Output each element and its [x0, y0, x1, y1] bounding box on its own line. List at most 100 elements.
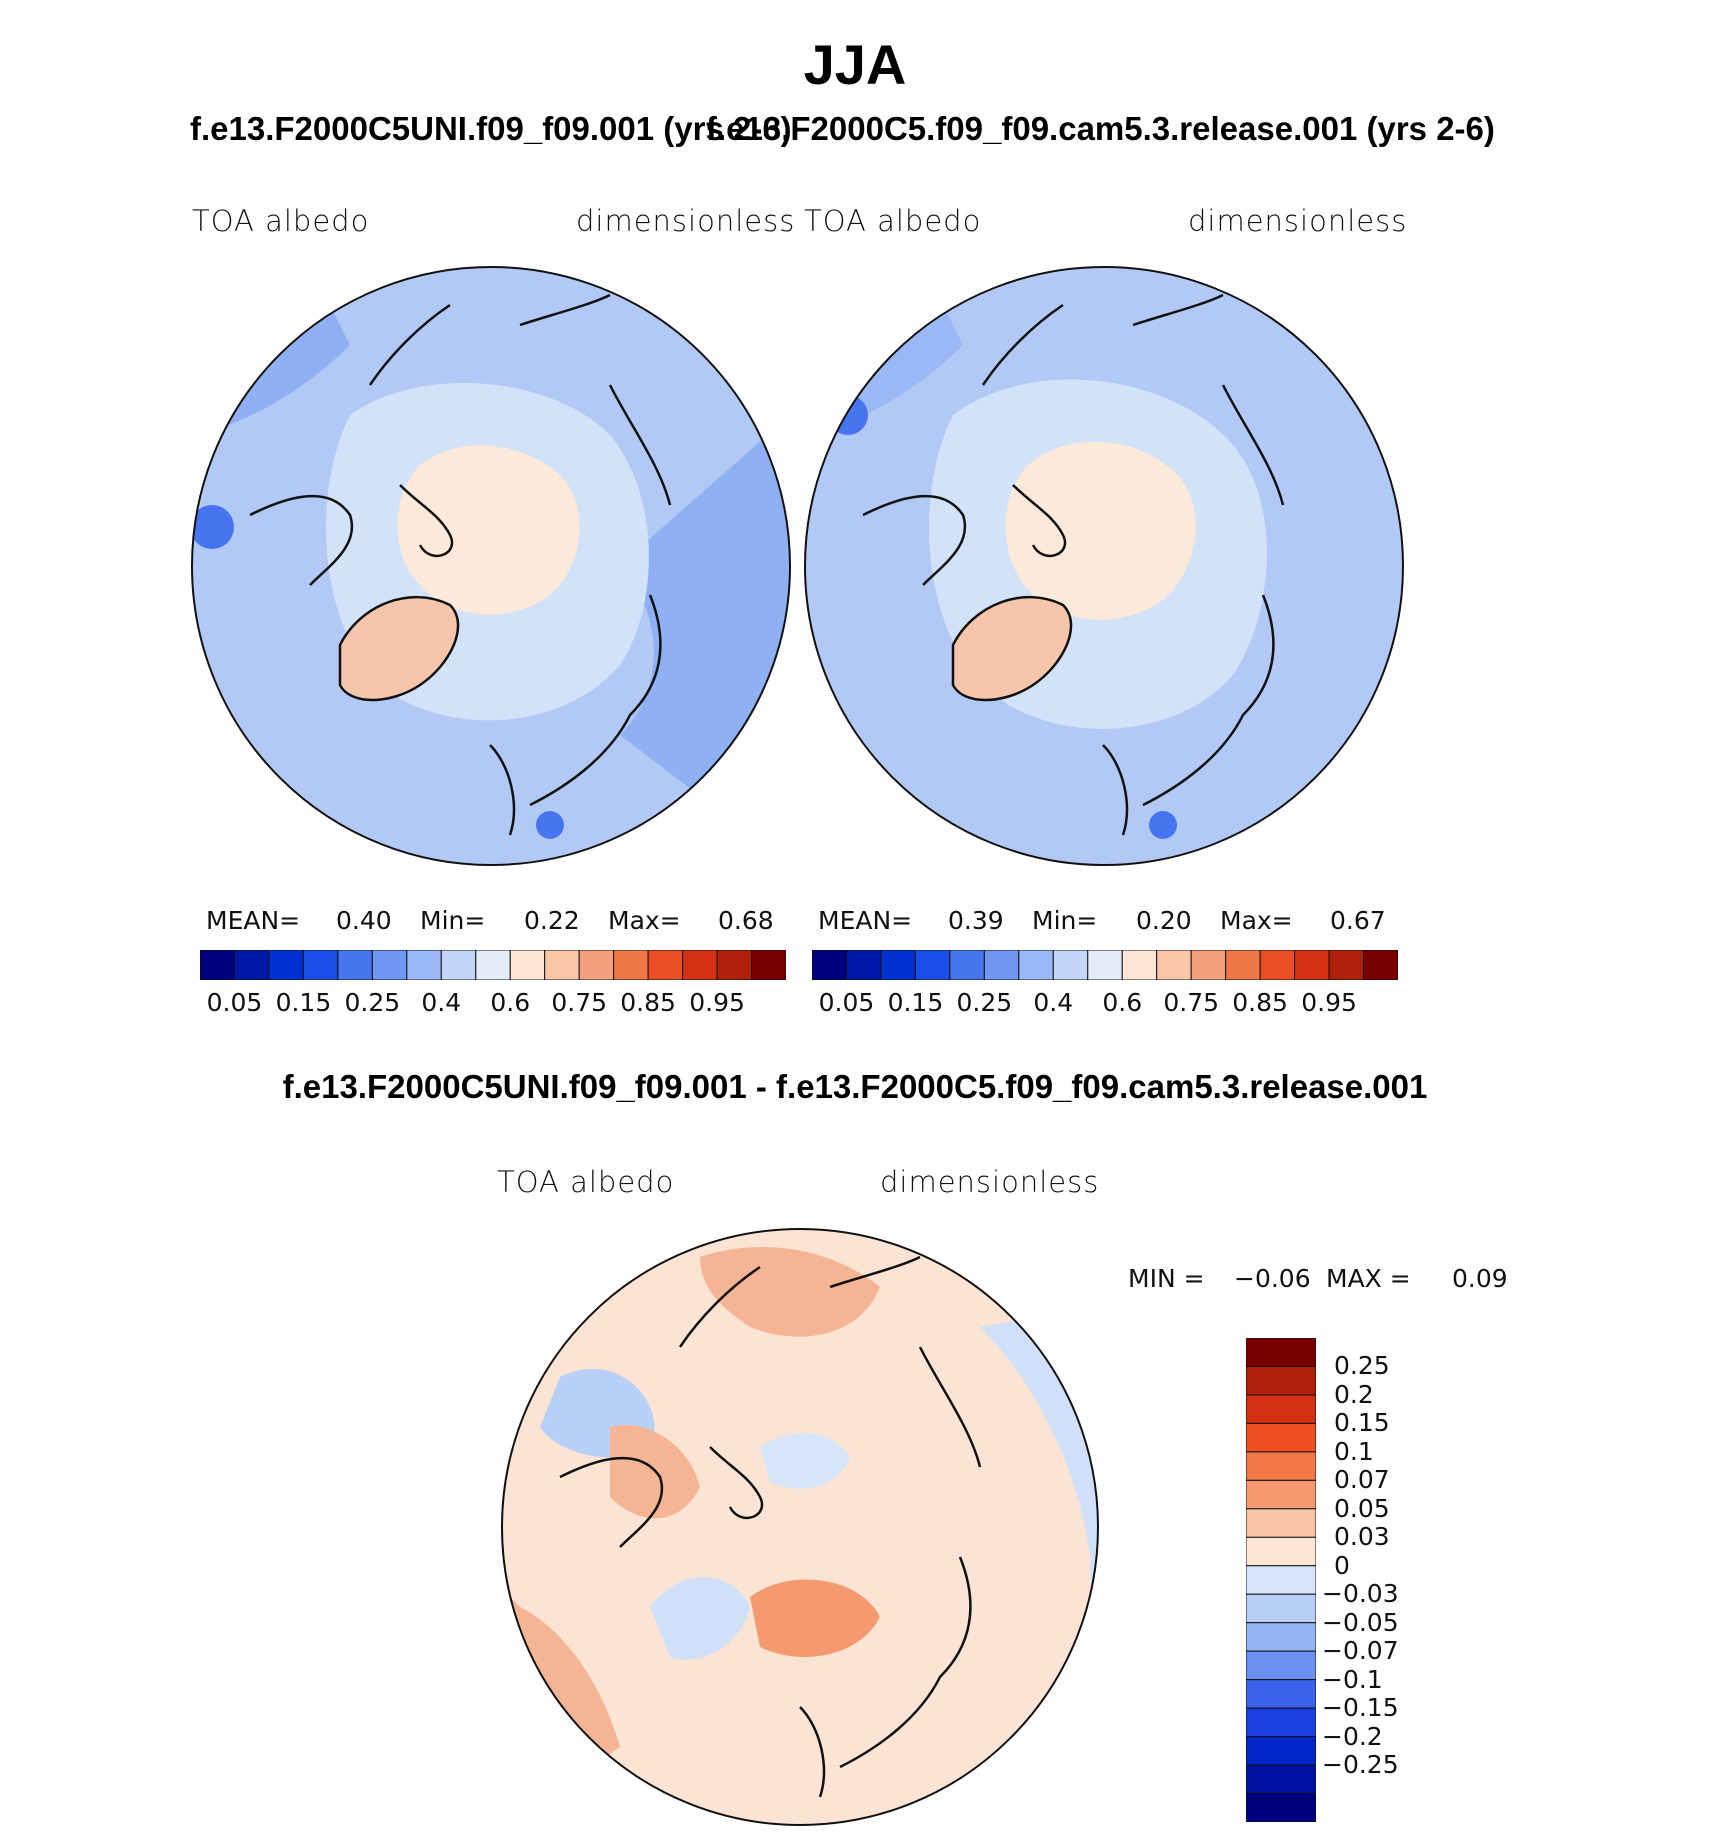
diff-colorbar-label: −0.2 — [1322, 1721, 1383, 1751]
panel1-colorbar-box — [544, 950, 580, 980]
diff-colorbar-label: 0.2 — [1334, 1379, 1374, 1409]
diff-colorbar-label: −0.25 — [1322, 1750, 1399, 1780]
panel1-colorbar-label: 0.25 — [344, 988, 401, 1017]
panel1-max-label: Max= — [608, 906, 681, 935]
diff-colorbar-box — [1246, 1793, 1316, 1822]
panel1-baltic-spot — [536, 811, 564, 839]
diff-colorbar-label: 0 — [1334, 1550, 1350, 1580]
diff-positive-scandinavia — [750, 1579, 880, 1657]
panel2-max-value: 0.67 — [1330, 906, 1386, 935]
diff-colorbar-box — [1246, 1338, 1316, 1367]
panel1-colorbar-box — [371, 950, 408, 980]
panel2-colorbar-box — [1225, 950, 1261, 980]
diff-variable-label: TOA albedo — [497, 1165, 675, 1199]
panel1-colorbar-label: 0.15 — [275, 988, 332, 1017]
panel2-colorbar-box — [914, 950, 951, 980]
diff-colorbar-label: 0.07 — [1334, 1465, 1390, 1495]
panel2-colorbar-box — [949, 950, 985, 980]
panel2-colorbar-label: 0.95 — [1301, 988, 1357, 1017]
panel1-colorbar-box — [475, 950, 511, 980]
panel2-variable-label: TOA albedo — [804, 204, 982, 238]
diff-colorbar-labels: 0.25 0.2 0.15 0.1 0.07 0.05 0.03 0 −0.03 −0.05 −0.… — [1322, 1338, 1462, 1822]
diff-colorbar-box — [1246, 1679, 1316, 1709]
panel1-max-value: 0.68 — [718, 906, 774, 935]
panel2-coastlines — [862, 293, 1285, 836]
panel2-max-label: Max= — [1220, 906, 1293, 935]
panel1-colorbar-box — [716, 950, 753, 980]
diff-colorbar-box — [1246, 1707, 1316, 1738]
panel1-colorbar-box — [337, 950, 373, 980]
panel1-colorbar-labels: 0.05 0.15 0.25 0.4 0.6 0.75 0.85 0.95 — [200, 988, 786, 1020]
diff-units-label: dimensionless — [880, 1165, 1100, 1199]
figure-title: JJA — [803, 33, 907, 96]
panel1-colorbar-box — [233, 950, 270, 980]
panel1-colorbar-box — [268, 950, 304, 980]
panel2-colorbar-box — [1156, 950, 1192, 980]
diff-max-value: 0.09 — [1452, 1264, 1508, 1293]
diff-negative-east — [980, 1307, 1098, 1825]
panel2-colorbar-label: 0.4 — [1033, 988, 1074, 1017]
panel1-variable-label: TOA albedo — [192, 204, 370, 238]
diff-colorbar-label: −0.05 — [1322, 1607, 1399, 1637]
panel1-colorbar-box — [613, 950, 649, 980]
panel2-colorbar-label: 0.75 — [1163, 988, 1220, 1017]
panel1-low-albedo-spot — [192, 505, 234, 549]
diff-colorbar-label: −0.03 — [1322, 1579, 1399, 1609]
panel1-mean-label: MEAN= — [206, 906, 301, 935]
panel2-colorbar-label: 0.05 — [818, 988, 875, 1017]
diff-colorbar-box — [1246, 1764, 1316, 1795]
panel2-polar-map — [804, 266, 1404, 866]
diff-colorbar-box — [1246, 1479, 1316, 1510]
panel1-colorbar-label: 0.05 — [206, 988, 263, 1017]
diff-colorbar-box — [1246, 1365, 1316, 1396]
panel2-colorbar-box — [1052, 950, 1089, 980]
panel1-colorbar-box — [509, 950, 546, 980]
diff-colorbar-box — [1246, 1508, 1316, 1538]
panel1-colorbar-box — [647, 950, 684, 980]
difference-title: f.e13.F2000C5UNI.f09_f09.001 - f.e13.F20… — [282, 1068, 1428, 1105]
panel1-colorbar-label: 0.75 — [551, 988, 608, 1017]
panel1-colorbar-box — [682, 950, 718, 980]
diff-max-label: MAX = — [1326, 1264, 1411, 1293]
panel1-colorbar-label: 0.85 — [620, 988, 676, 1017]
diff-negative-pole — [760, 1433, 850, 1489]
panel1-mean-value: 0.40 — [336, 906, 392, 935]
panel2-colorbar-box — [880, 950, 916, 980]
panel2-colorbar-label: 0.25 — [956, 988, 1013, 1017]
panel1-colorbar-box — [578, 950, 615, 980]
panel2-colorbar-box — [1018, 950, 1054, 980]
panel2-colorbar-box — [1190, 950, 1227, 980]
diff-colorbar-label: 0.25 — [1334, 1351, 1390, 1381]
diff-colorbar-box — [1246, 1422, 1316, 1453]
diff-colorbar-box — [1246, 1736, 1316, 1766]
panel2-colorbar-box — [1121, 950, 1158, 980]
panel2-mean-value: 0.39 — [948, 906, 1004, 935]
panel1-polar-map — [191, 266, 791, 866]
panel1-greenland — [338, 595, 460, 702]
diff-colorbar-label: −0.15 — [1322, 1693, 1399, 1723]
panel2-colorbar — [812, 950, 1398, 980]
panel2-colorbar-box — [1363, 950, 1398, 980]
panel2-colorbar-box — [845, 950, 882, 980]
diff-colorbar-label: 0.03 — [1334, 1522, 1390, 1552]
panel2-colorbar-labels: 0.05 0.15 0.25 0.4 0.6 0.75 0.85 0.95 — [812, 988, 1398, 1020]
panel2-colorbar-box — [983, 950, 1020, 980]
panel2-min-value: 0.20 — [1136, 906, 1192, 935]
diff-colorbar-label: −0.1 — [1322, 1664, 1383, 1694]
panel2-colorbar-box — [1087, 950, 1123, 980]
panel1-colorbar-box — [302, 950, 339, 980]
panel2-case-title: f.e13.F2000C5.f09_f09.cam5.3.release.001… — [706, 110, 1495, 147]
panel1-pole-zone — [397, 445, 580, 615]
panel2-min-label: Min= — [1032, 906, 1098, 935]
panel2-colorbar-label: 0.85 — [1232, 988, 1288, 1017]
panel1-colorbar-label: 0.4 — [421, 988, 462, 1017]
panel2-pole-zone — [1005, 441, 1196, 620]
panel1-colorbar-label: 0.95 — [689, 988, 745, 1017]
diff-coastlines — [559, 1255, 982, 1798]
panel1-units-label: dimensionless — [576, 204, 796, 238]
panel2-colorbar-label: 0.6 — [1102, 988, 1143, 1017]
panel1-colorbar-box — [200, 950, 235, 980]
panel1-colorbar-box — [751, 950, 786, 980]
diff-colorbar-box — [1246, 1565, 1316, 1595]
diff-colorbar-box — [1246, 1622, 1316, 1652]
